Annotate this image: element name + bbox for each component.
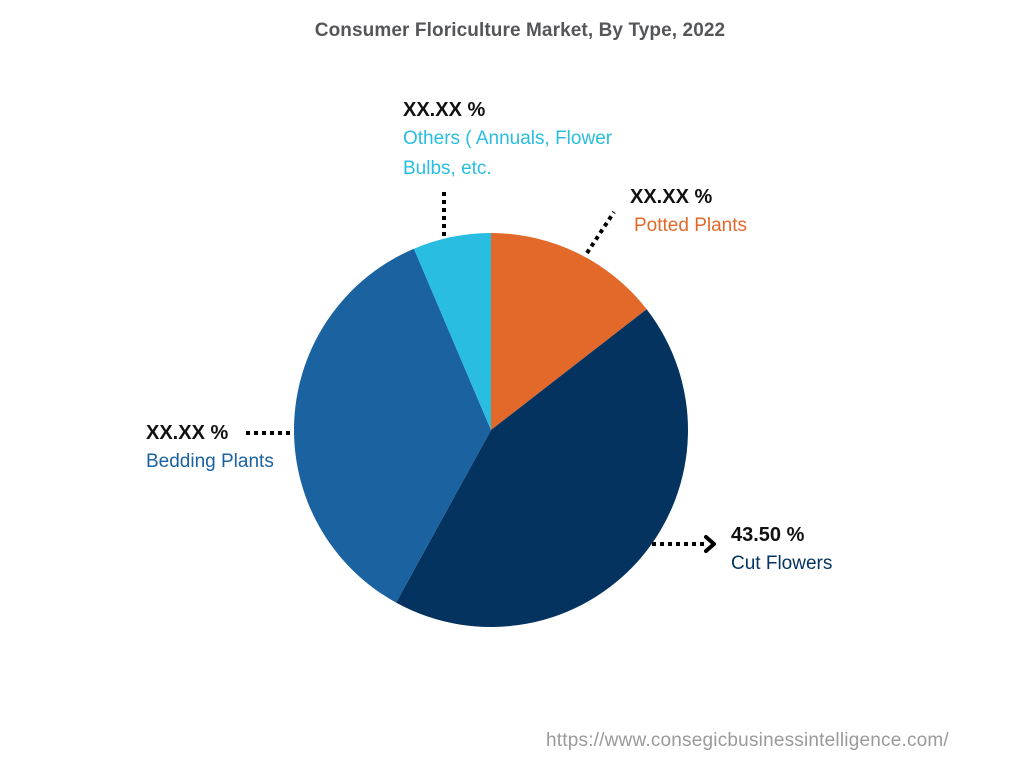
pie-slice-potted	[491, 233, 647, 430]
pie-slices	[293, 233, 688, 627]
arrow-head-icon	[704, 535, 716, 553]
others-name-line2: Bulbs, etc.	[403, 158, 492, 179]
others-percent: XX.XX %	[403, 99, 486, 121]
label-cut: 43.50 % Cut Flowers	[731, 521, 832, 579]
cut-name: Cut Flowers	[731, 553, 833, 574]
pie-slice-cut	[396, 309, 688, 627]
potted-percent: XX.XX %	[630, 186, 713, 208]
chart-title: Consumer Floriculture Market, By Type, 2…	[314, 20, 726, 41]
label-potted: XX.XX % Potted Plants	[630, 183, 747, 241]
potted-leader-line	[585, 210, 616, 255]
label-bedding: XX.XX % Bedding Plants	[146, 419, 274, 477]
potted-name: Potted Plants	[634, 215, 748, 236]
bedding-name: Bedding Plants	[146, 451, 274, 472]
cut-percent: 43.50 %	[731, 524, 805, 546]
source-url[interactable]: https://www.consegicbusinessintelligence…	[546, 730, 949, 751]
bedding-percent: XX.XX %	[146, 422, 229, 444]
pie-slice-bedding	[293, 248, 491, 603]
others-name-line1: Others ( Annuals, Flower	[403, 128, 613, 149]
label-others: XX.XX % Others ( Annuals, Flower Bulbs, …	[403, 96, 612, 184]
pie-slice-others	[413, 233, 491, 430]
